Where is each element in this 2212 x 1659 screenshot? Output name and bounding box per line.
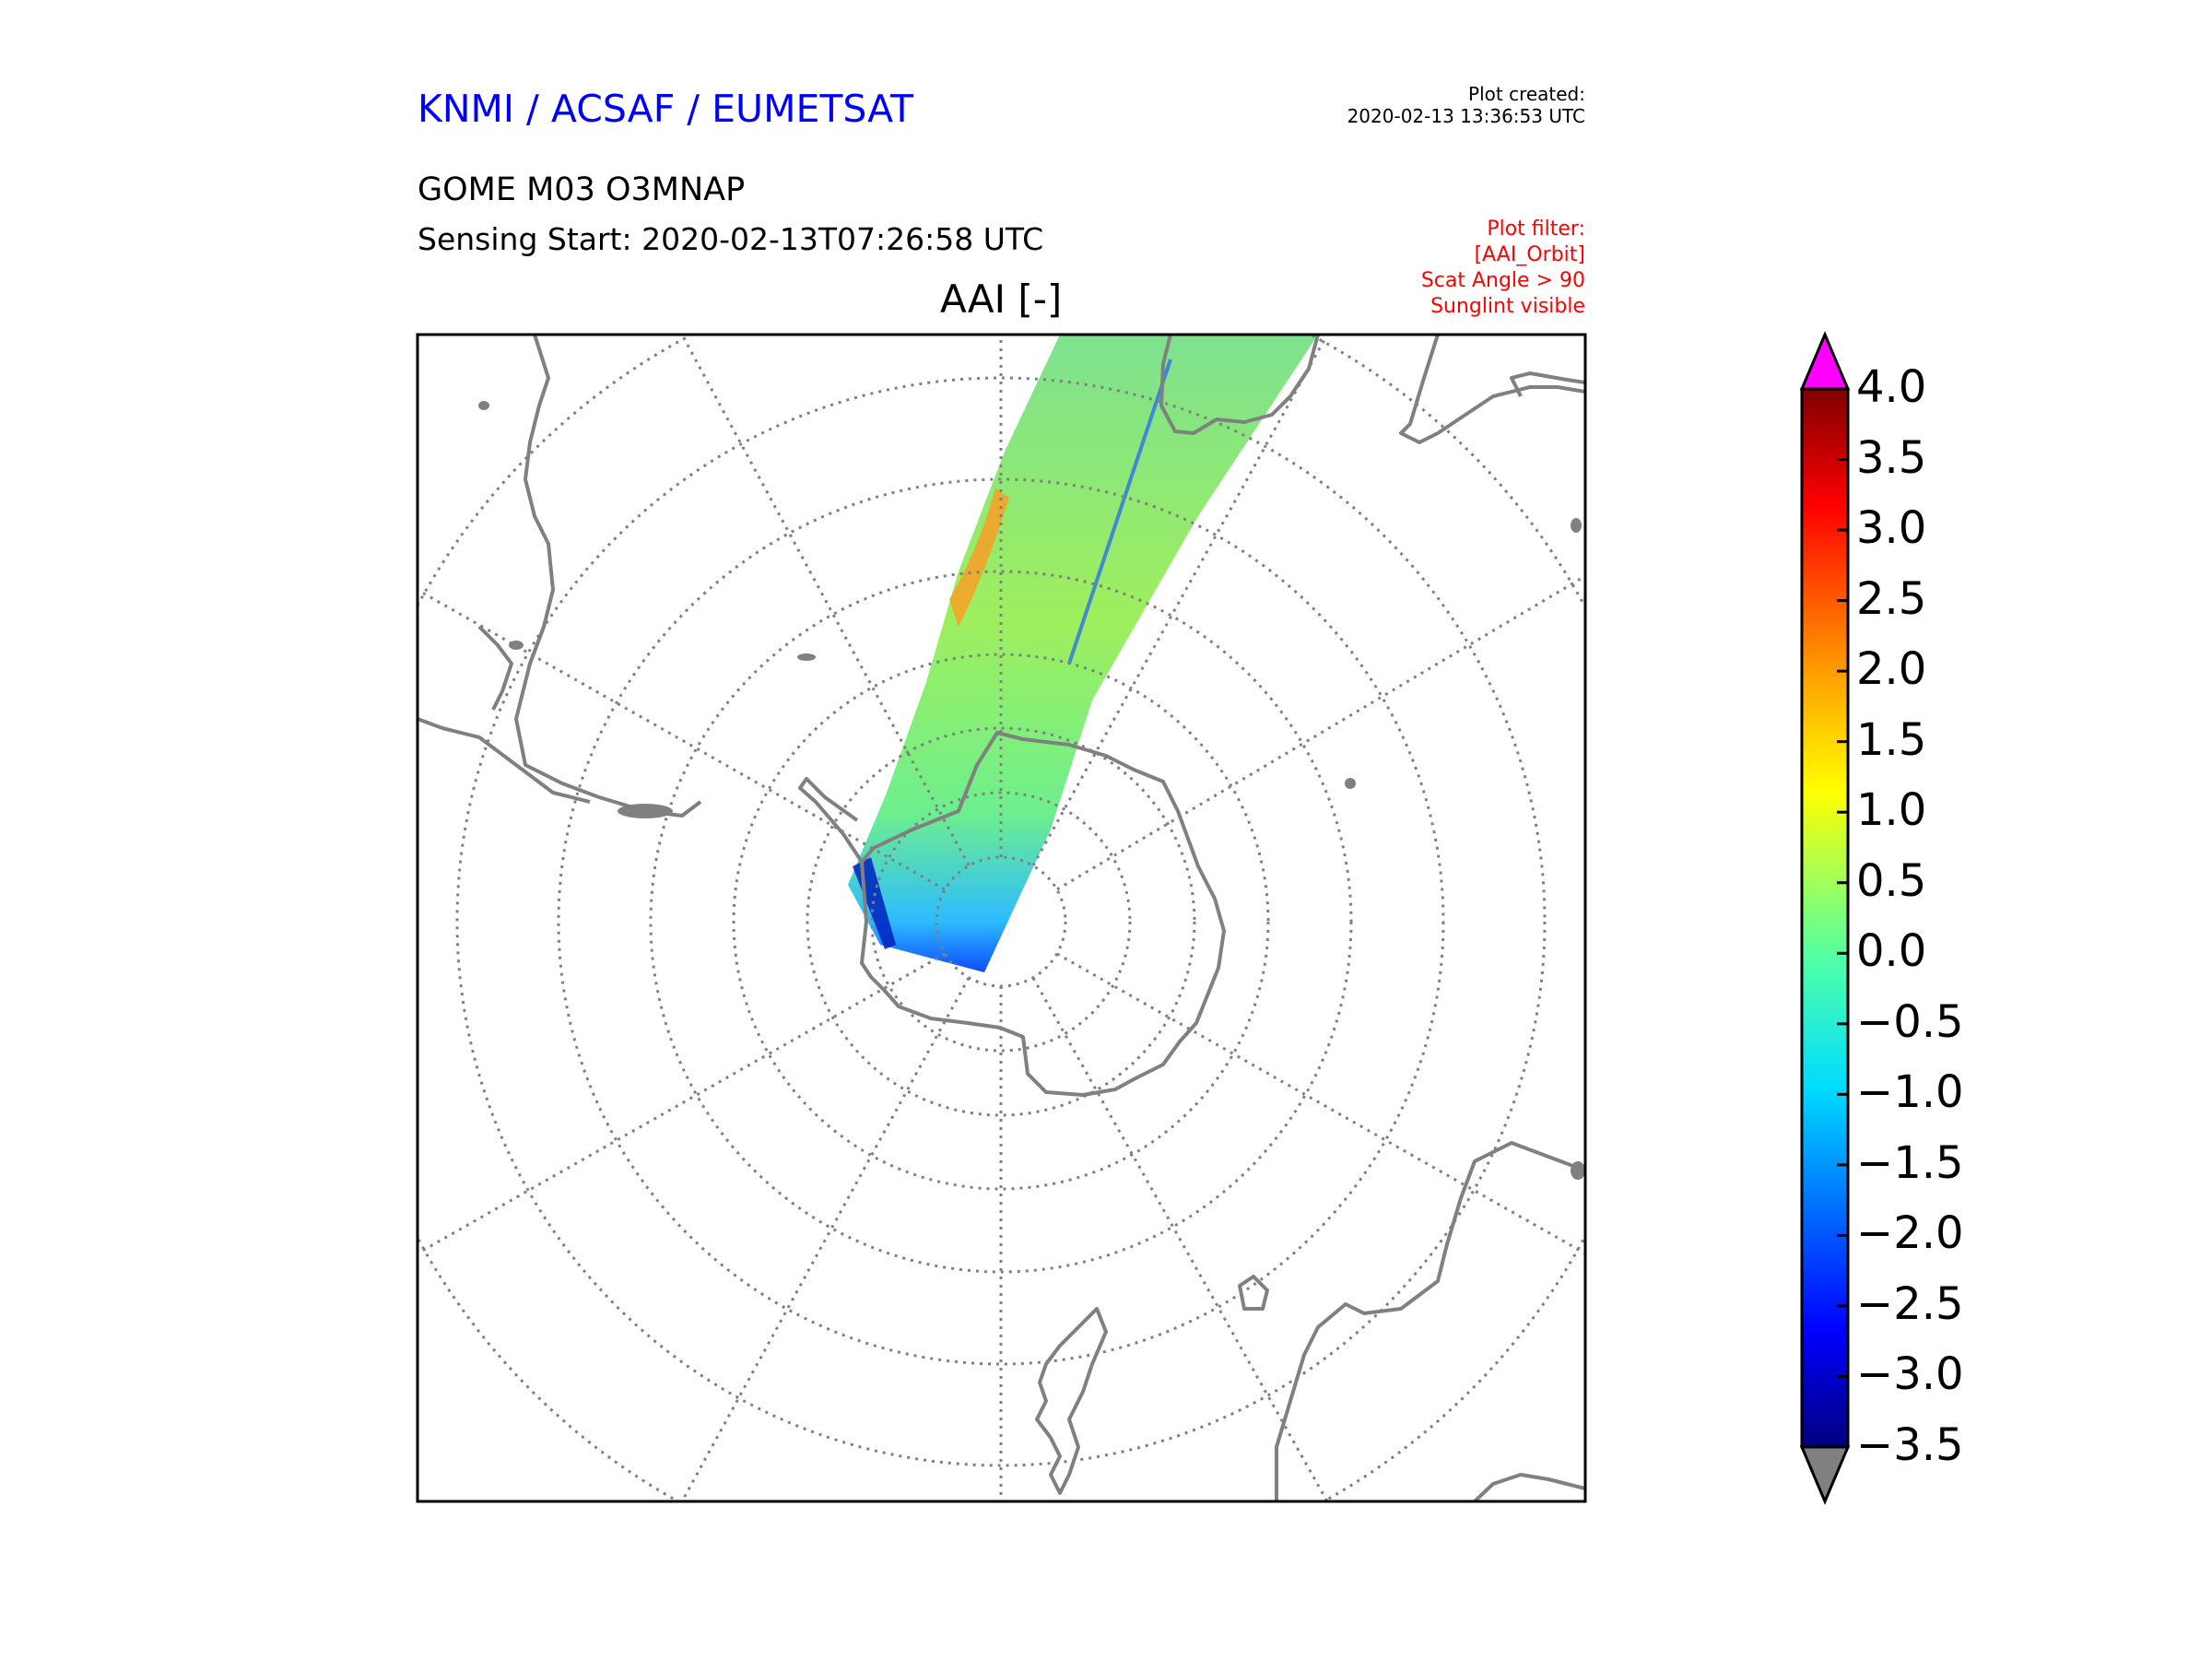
antarctica-coastline — [860, 731, 1226, 1097]
plot-filter-item: Sunglint visible — [1430, 295, 1585, 318]
satellite-swath — [848, 335, 1318, 972]
south-america-coastline — [514, 335, 702, 818]
colorbar — [1799, 331, 1851, 1505]
latitude-circle — [455, 376, 1547, 1467]
island — [797, 653, 816, 661]
colorbar-tick-label: 3.5 — [1856, 431, 1927, 484]
sensing-start: Sensing Start: 2020-02-13T07:26:58 UTC — [418, 221, 1044, 257]
swath-high-aai-streak — [949, 488, 1009, 627]
plot-filter-heading: Plot filter: — [1487, 218, 1585, 241]
meridian-line — [1056, 574, 1585, 891]
plot-filter-item: [AAI_Orbit] — [1474, 243, 1585, 266]
latitude-circle — [557, 477, 1445, 1366]
meridian-line — [680, 977, 971, 1501]
plot-filter-item: Scat Angle > 90 — [1420, 269, 1585, 292]
island — [509, 641, 524, 650]
meridian-line — [1031, 977, 1329, 1501]
colorbar-tick-label: 0.0 — [1856, 925, 1927, 978]
island — [478, 401, 489, 410]
colorbar-tick-label: 3.0 — [1856, 502, 1927, 555]
island — [1571, 518, 1582, 533]
south-america-west-coastline — [418, 717, 591, 804]
africa-coastline — [1159, 335, 1320, 435]
colorbar-over-extension — [1799, 331, 1851, 391]
colorbar-tick-label: 0.5 — [1856, 854, 1927, 907]
colorbar-tick-label: 1.0 — [1856, 784, 1927, 837]
island — [1571, 1161, 1585, 1180]
new-guinea-coastline — [1473, 1473, 1585, 1501]
island-coastline — [1510, 371, 1585, 397]
island — [618, 804, 673, 818]
swath-low-aai-line — [1067, 359, 1172, 665]
colorbar-tick-label: −2.0 — [1856, 1207, 1964, 1260]
colorbar-under-extension — [1799, 1445, 1851, 1505]
map-title: AAI [-] — [940, 276, 1063, 322]
meridian-line — [418, 588, 946, 891]
meridian-line — [418, 952, 946, 1255]
new-zealand-coastline — [1035, 1307, 1108, 1495]
island — [1345, 778, 1356, 789]
plot-created-time: 2020-02-13 13:36:53 UTC — [1347, 105, 1585, 127]
australia-coastline — [1275, 1141, 1585, 1501]
colorbar-tick-label: −1.0 — [1856, 1066, 1964, 1119]
graticule — [418, 335, 1585, 1501]
organization-title: KNMI / ACSAF / EUMETSAT — [418, 87, 914, 131]
colorbar-tick-label: 2.0 — [1856, 643, 1927, 696]
colorbar-gradient — [1800, 387, 1850, 1449]
coastlines — [418, 335, 1585, 1501]
product-title: GOME M03 O3MNAP — [418, 171, 746, 208]
south-america-east-coastline — [477, 625, 513, 711]
southern-island-coastline — [1399, 335, 1585, 444]
tasmania-coastline — [1238, 1275, 1269, 1311]
colorbar-ticks — [1837, 387, 1848, 1449]
colorbar-tick-label: −0.5 — [1856, 995, 1964, 1048]
colorbar-tick-label: −2.5 — [1856, 1277, 1964, 1330]
map-area — [418, 335, 1585, 1501]
meridian-line — [680, 335, 971, 866]
colorbar-tick-label: −3.0 — [1856, 1348, 1964, 1401]
colorbar-tick-label: −3.5 — [1856, 1419, 1964, 1471]
colorbar-tick-label: 2.5 — [1856, 572, 1927, 625]
latitude-circle — [806, 726, 1196, 1117]
latitude-circle — [870, 791, 1132, 1053]
meridian-line — [1056, 952, 1585, 1255]
meridian-line — [1031, 335, 1329, 866]
latitude-circle — [649, 570, 1353, 1274]
colorbar-tick-label: 4.0 — [1856, 361, 1927, 413]
colorbar-tick-label: −1.5 — [1856, 1136, 1964, 1189]
map-frame — [416, 333, 1587, 1503]
plot-created-label: Plot created: — [1468, 83, 1585, 105]
colorbar-tick-label: 1.5 — [1856, 713, 1927, 766]
latitude-circle — [732, 653, 1270, 1191]
small-islands — [478, 401, 1585, 1180]
antarctic-peninsula-coastline — [798, 777, 864, 864]
